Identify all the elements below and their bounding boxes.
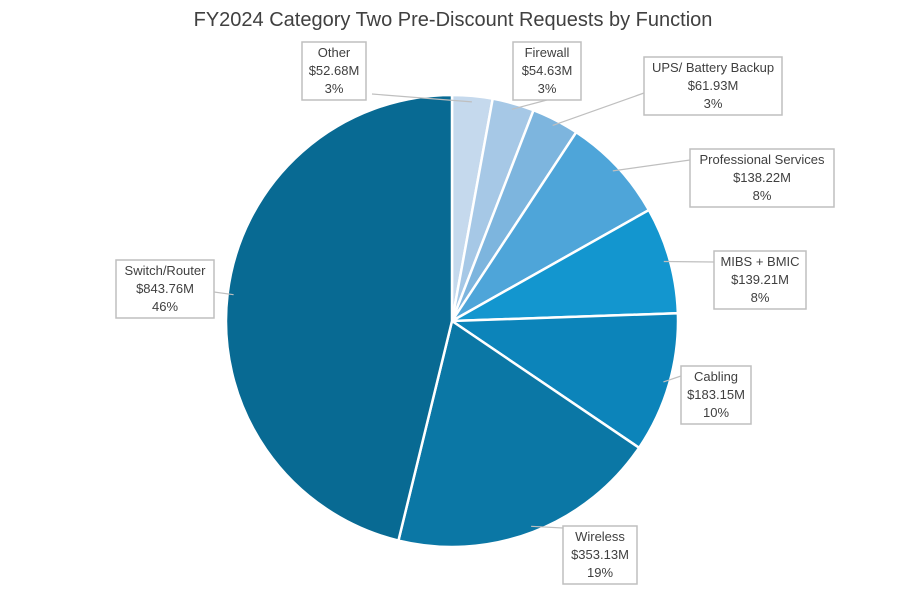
slice-name-label: Switch/Router	[125, 263, 207, 278]
slice-name-label: Firewall	[525, 45, 570, 60]
leader-line	[552, 92, 645, 126]
pie-slices	[224, 93, 680, 549]
slice-name-label: Professional Services	[700, 152, 825, 167]
leader-line	[511, 99, 548, 110]
slice-percent-label: 3%	[704, 96, 723, 111]
slice-name-label: Other	[318, 45, 351, 60]
data-label-mibs-bmic: MIBS + BMIC $139.21M 8%	[713, 250, 807, 310]
slice-value-label: $138.22M	[733, 170, 791, 185]
chart-title: FY2024 Category Two Pre-Discount Request…	[194, 9, 713, 31]
data-label-box	[689, 148, 835, 208]
data-label-switch-router: Switch/Router $843.76M 46%	[115, 259, 215, 319]
data-label-box	[512, 41, 582, 101]
data-label-box	[562, 525, 638, 585]
leader-line	[612, 159, 691, 172]
slice-name-label: UPS/ Battery Backup	[652, 60, 774, 75]
slice-percent-label: 19%	[587, 565, 613, 580]
data-label-box	[115, 259, 215, 319]
slice-percent-label: 3%	[325, 81, 344, 96]
pie-slice-wireless	[396, 318, 641, 549]
pie-slice-mibs-bmic	[451, 208, 680, 323]
data-label-box	[301, 41, 367, 101]
slice-name-label: Cabling	[694, 369, 738, 384]
slice-value-label: $353.13M	[571, 547, 629, 562]
slice-percent-label: 46%	[152, 299, 178, 314]
slice-name-label: Wireless	[575, 529, 625, 544]
leader-line	[213, 291, 234, 296]
pie-slice-professional-services	[450, 130, 651, 323]
data-label-box	[680, 365, 752, 425]
leader-line	[531, 525, 564, 529]
slice-value-label: $139.21M	[731, 272, 789, 287]
leader-line	[663, 260, 715, 263]
slice-percent-label: 8%	[751, 290, 770, 305]
slice-value-label: $183.15M	[687, 387, 745, 402]
leader-line	[371, 93, 472, 103]
slice-percent-label: 8%	[753, 188, 772, 203]
data-label-ups-battery-backup: UPS/ Battery Backup $61.93M 3%	[643, 56, 783, 116]
slice-value-label: $52.68M	[309, 63, 360, 78]
data-label-box	[713, 250, 807, 310]
slice-value-label: $61.93M	[688, 78, 739, 93]
slice-name-label: MIBS + BMIC	[720, 254, 799, 269]
leader-line	[663, 375, 682, 383]
pie-slice-cabling	[448, 311, 680, 450]
data-label-other: Other $52.68M 3%	[301, 41, 367, 101]
slice-value-label: $843.76M	[136, 281, 194, 296]
slice-value-label: $54.63M	[522, 63, 573, 78]
data-label-cabling: Cabling $183.15M 10%	[680, 365, 752, 425]
data-label-box	[643, 56, 783, 116]
data-label-firewall: Firewall $54.63M 3%	[512, 41, 582, 101]
data-label-professional-services: Professional Services $138.22M 8%	[689, 148, 835, 208]
leader-lines	[213, 92, 715, 529]
slice-percent-label: 3%	[538, 81, 557, 96]
slice-percent-label: 10%	[703, 405, 729, 420]
data-label-wireless: Wireless $353.13M 19%	[562, 525, 638, 585]
